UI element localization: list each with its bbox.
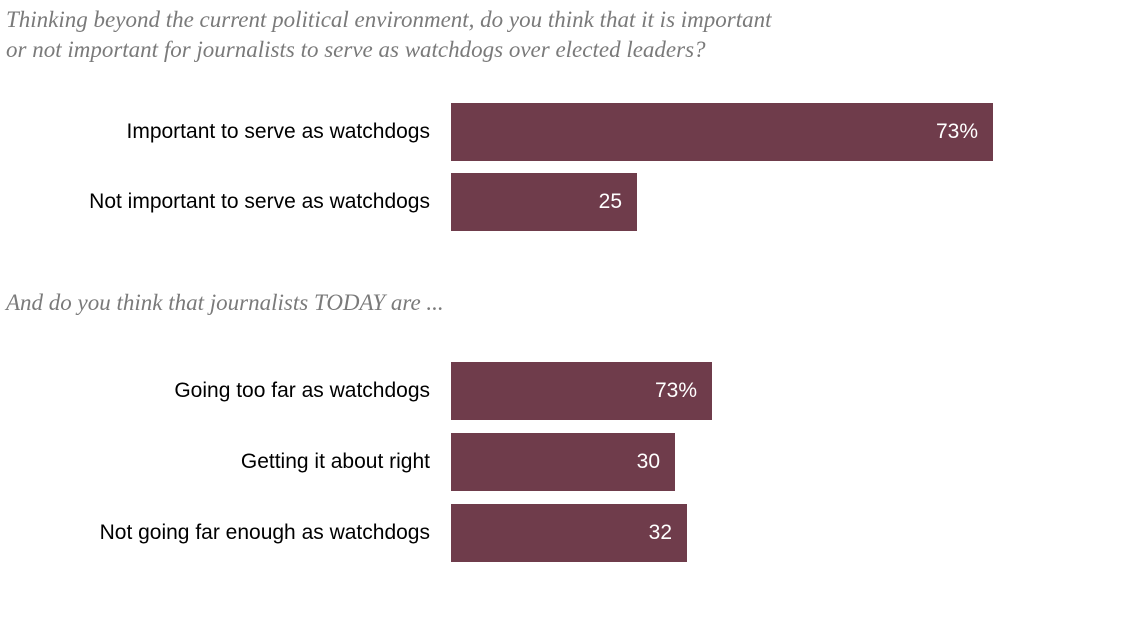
bar-about-right: 30 [451, 433, 675, 491]
chart2-title: And do you think that journalists TODAY … [6, 290, 444, 315]
bar-row-too-far: Going too far as watchdogs 73% [0, 362, 1128, 420]
bar-too-far: 73% [451, 362, 712, 420]
value-label-about-right: 30 [636, 450, 660, 473]
watchdog-survey-charts: Thinking beyond the current political en… [0, 5, 1128, 641]
category-label-not-far-enough: Not going far enough as watchdogs [99, 521, 430, 544]
category-label-too-far: Going too far as watchdogs [174, 379, 430, 402]
chart1-title: Thinking beyond the current political en… [6, 5, 1128, 65]
bar-row-not-important: Not important to serve as watchdogs 25 [0, 173, 1128, 231]
bar-not-important: 25 [451, 173, 637, 231]
chart1-watchdog-importance: Important to serve as watchdogs 73% Not … [0, 103, 1128, 231]
category-label-not-important: Not important to serve as watchdogs [89, 190, 430, 213]
chart1-title-line2: or not important for journalists to serv… [6, 37, 706, 62]
bar-important: 73% [451, 103, 993, 161]
bar-not-far-enough: 32 [451, 504, 687, 562]
bar-row-about-right: Getting it about right 30 [0, 433, 1128, 491]
value-label-not-far-enough: 32 [648, 521, 672, 544]
category-label-about-right: Getting it about right [240, 450, 430, 473]
value-label-important: 73% [935, 120, 978, 143]
value-label-not-important: 25 [598, 190, 622, 213]
bar-row-not-far-enough: Not going far enough as watchdogs 32 [0, 504, 1128, 562]
value-label-too-far: 73% [654, 379, 697, 402]
chart2-journalists-today: Going too far as watchdogs 73% Getting i… [0, 362, 1128, 562]
bar-row-important: Important to serve as watchdogs 73% [0, 103, 1128, 161]
chart1-title-line1: Thinking beyond the current political en… [6, 7, 772, 32]
category-label-important: Important to serve as watchdogs [126, 120, 431, 143]
